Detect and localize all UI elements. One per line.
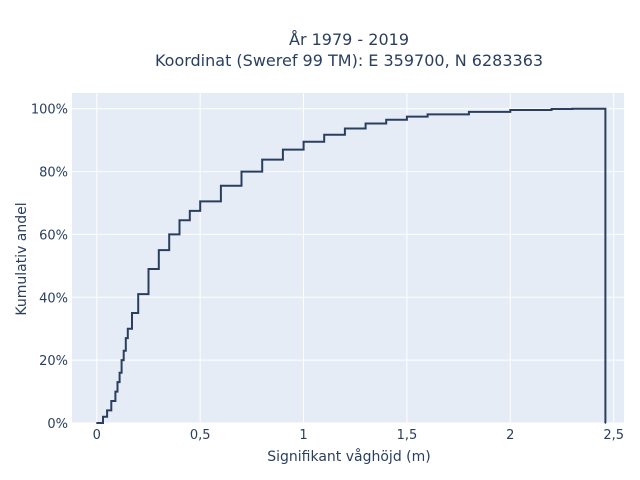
- data-point: [106, 409, 108, 412]
- y-tick-label: 20%: [39, 354, 68, 369]
- y-tick-label: 80%: [39, 166, 68, 181]
- data-point: [240, 170, 243, 173]
- data-point: [114, 390, 117, 393]
- data-point: [571, 107, 574, 110]
- data-point: [385, 118, 388, 121]
- x-tick-label: 0,5: [190, 428, 211, 443]
- data-point: [158, 249, 160, 251]
- data-point: [131, 312, 133, 314]
- data-point: [509, 109, 512, 111]
- x-tick-label: 0: [93, 428, 101, 443]
- data-point: [137, 293, 139, 295]
- chart-title: År 1979 - 2019: [289, 30, 409, 49]
- data-point: [604, 422, 607, 424]
- data-point: [122, 349, 125, 352]
- data-point: [189, 210, 191, 212]
- data-point: [282, 148, 284, 151]
- y-axis-ticks: 0% 20% 40% 60% 80% 100%: [31, 103, 68, 432]
- data-point: [426, 113, 429, 116]
- x-tick-label: 1: [299, 428, 307, 443]
- cumulative-step-line: [96, 107, 607, 424]
- data-point: [406, 115, 408, 118]
- x-axis-title: Signifikant våghöjd (m): [267, 448, 430, 465]
- data-point: [550, 108, 553, 110]
- data-point: [344, 127, 346, 130]
- data-point: [96, 422, 98, 424]
- data-point: [124, 337, 127, 339]
- x-tick-label: 2,5: [603, 428, 624, 443]
- x-tick-label: 1,5: [397, 428, 418, 443]
- data-point: [468, 111, 470, 113]
- y-tick-label: 100%: [31, 103, 68, 118]
- data-point: [602, 107, 605, 110]
- data-point: [168, 233, 170, 236]
- data-point: [261, 158, 264, 161]
- y-axis-title: Kumulativ andel: [14, 202, 30, 315]
- data-point: [220, 184, 222, 187]
- plot-area: [72, 93, 624, 423]
- y-tick-label: 40%: [39, 291, 68, 306]
- data-point: [118, 371, 121, 374]
- data-point: [110, 400, 113, 402]
- chart-subtitle: Koordinat (Sweref 99 TM): E 359700, N 62…: [155, 51, 543, 70]
- x-tick-label: 2: [506, 428, 514, 443]
- data-point: [178, 219, 181, 222]
- data-point: [102, 415, 104, 418]
- series-layer: [96, 107, 607, 424]
- data-point: [199, 200, 201, 203]
- data-point: [116, 381, 119, 383]
- data-point: [364, 122, 367, 125]
- data-point: [323, 134, 326, 136]
- y-tick-label: 0%: [47, 417, 68, 432]
- data-point: [302, 140, 305, 143]
- x-axis-ticks: 0 0,5 1 1,5 2 2,5: [93, 428, 624, 443]
- data-point: [147, 268, 150, 270]
- y-tick-label: 60%: [39, 228, 68, 243]
- data-point: [120, 359, 123, 361]
- data-point: [127, 327, 129, 330]
